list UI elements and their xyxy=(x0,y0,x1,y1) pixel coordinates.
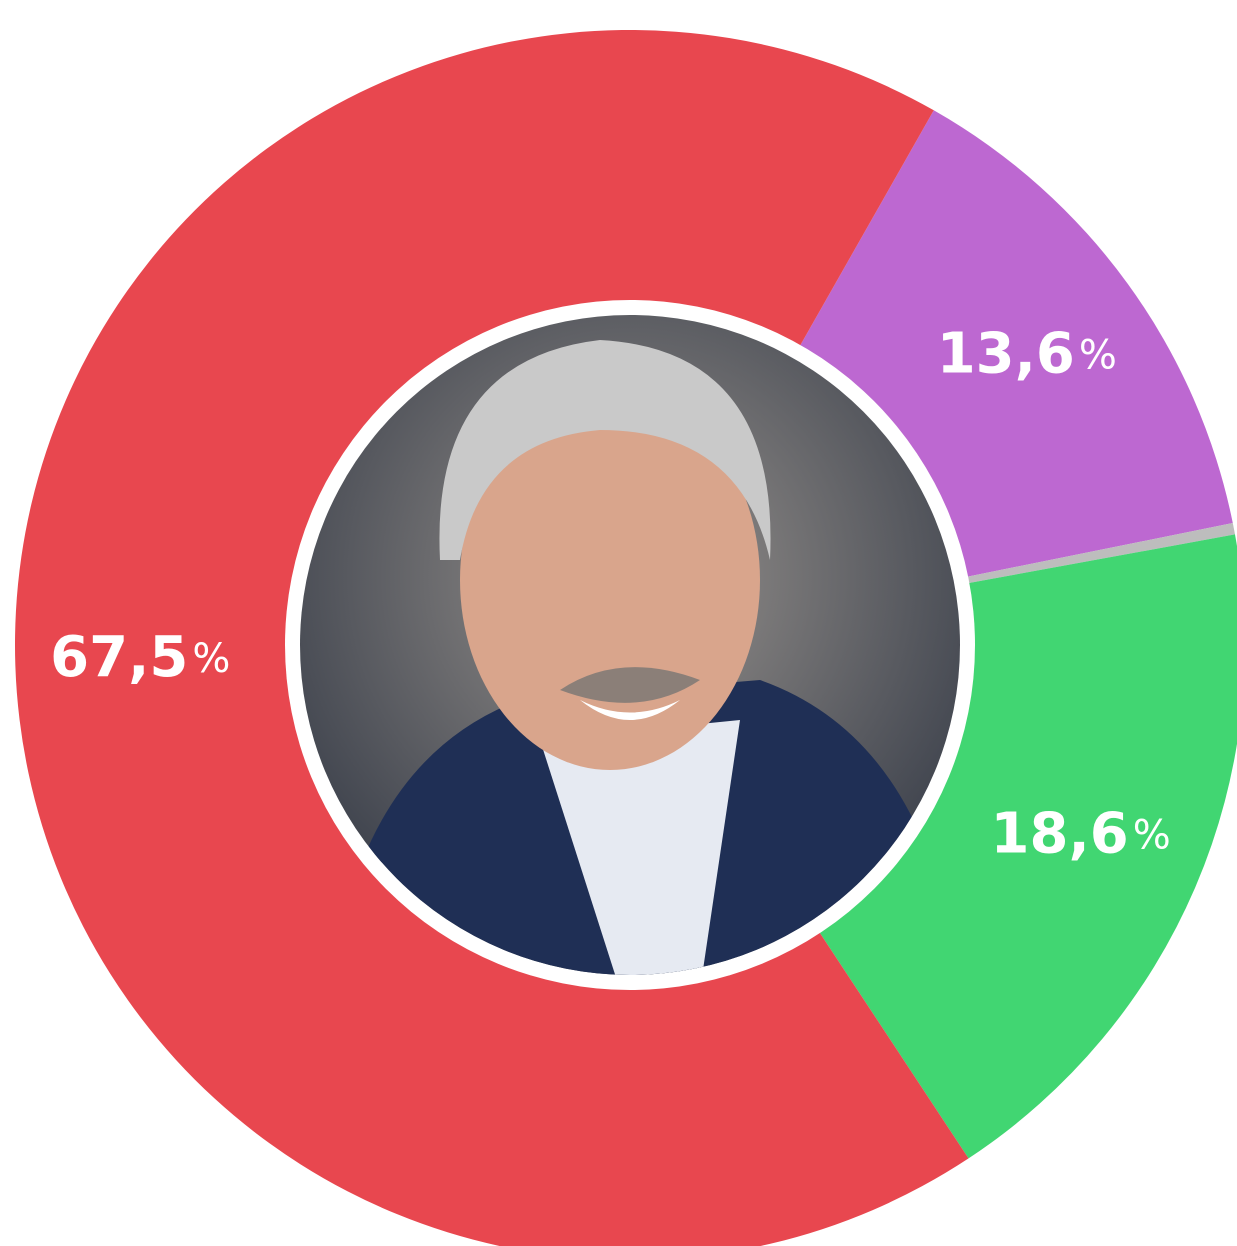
photo xyxy=(300,315,960,975)
value-label: 18,6% xyxy=(991,802,1171,867)
value-unit: % xyxy=(1133,812,1171,858)
value-label: 13,6% xyxy=(937,322,1117,387)
value-number: 67,5 xyxy=(50,625,188,690)
value-number: 18,6 xyxy=(991,802,1129,867)
value-number: 13,6 xyxy=(937,322,1075,387)
hair xyxy=(439,340,771,560)
value-unit: % xyxy=(1079,333,1117,379)
value-unit: % xyxy=(192,636,230,682)
value-label: 67,5% xyxy=(50,625,230,690)
shirt xyxy=(540,720,740,975)
labels: 13,6 %18,6 %67,5% xyxy=(50,322,1171,867)
smile xyxy=(580,700,680,720)
mustache xyxy=(560,667,700,703)
